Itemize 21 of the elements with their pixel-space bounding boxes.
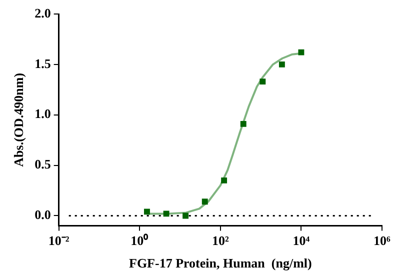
point [182,212,189,219]
point [278,61,285,68]
y-tick-label: 0.5 [34,156,52,172]
point [260,78,266,85]
point [298,49,304,56]
x-tick-label: 10⁰ [130,232,149,248]
point [163,210,170,217]
y-tick-label: 0.0 [34,207,51,222]
point [240,120,246,127]
x-axis-title: FGF-17 Protein, Human (ng/ml) [129,256,312,271]
x-tick-label: 10⁻² [48,232,70,248]
x-tick-label: 10² [212,232,229,248]
point [221,177,228,184]
y-axis-title: Abs.(OD.490nm) [11,72,26,167]
y-tick-label: 2.0 [34,5,51,20]
point [202,198,208,205]
y-tick-label: 1.0 [34,106,51,122]
y-tick-label: 1.5 [34,56,52,71]
x-tick-label: 10⁶ [374,232,391,248]
x-tick-label: 10⁴ [292,232,310,248]
point [144,208,150,215]
